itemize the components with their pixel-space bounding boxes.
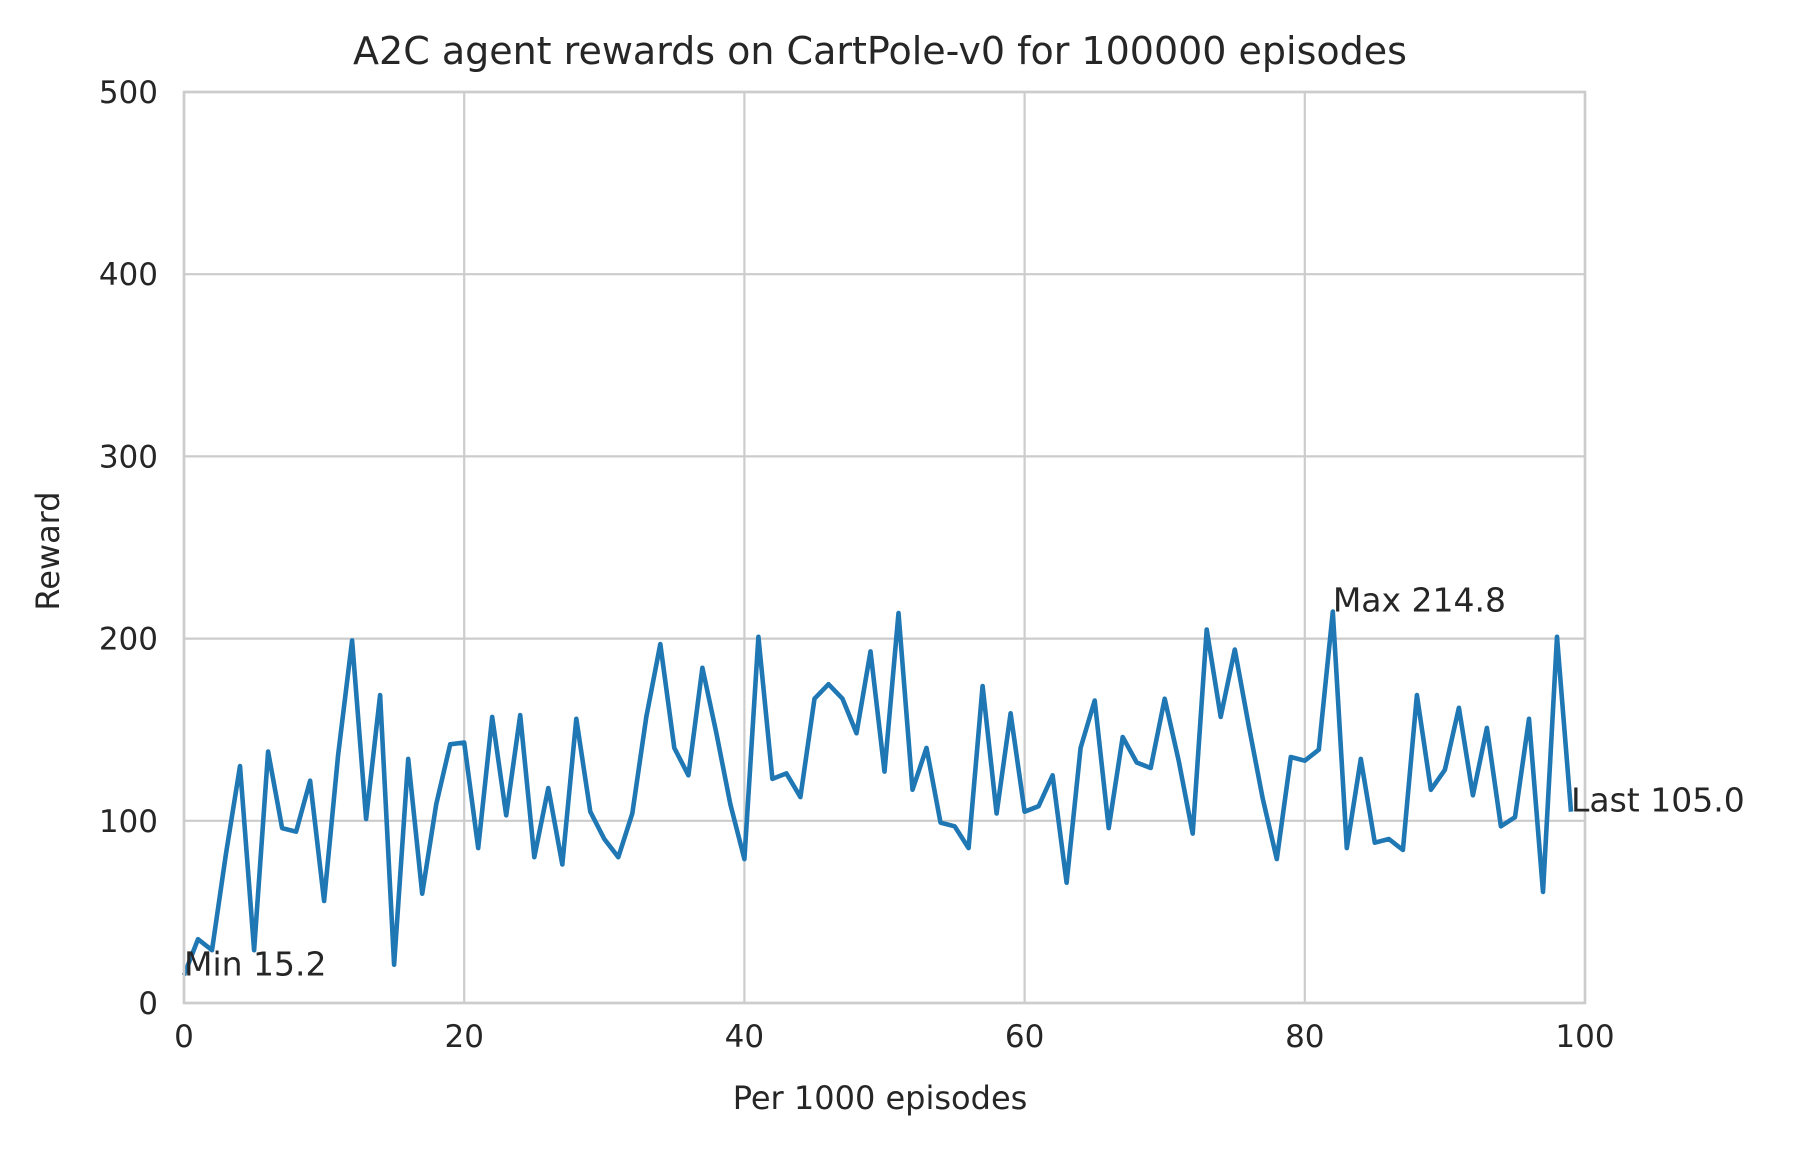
- y-axis-label: Reward: [29, 491, 67, 610]
- x-axis-label: Per 1000 episodes: [733, 1079, 1028, 1117]
- y-tick-label: 100: [99, 804, 158, 840]
- plot-frame: [182, 90, 1587, 1005]
- annotation-label: Min 15.2: [184, 944, 327, 983]
- x-tick-label: 40: [725, 1019, 764, 1055]
- annotation-label: Last 105.0: [1571, 781, 1745, 820]
- x-tick-label: 80: [1285, 1019, 1324, 1055]
- x-tick-label: 60: [1005, 1019, 1044, 1055]
- y-tick-label: 400: [99, 257, 158, 293]
- x-tick-label: 20: [444, 1019, 483, 1055]
- x-tick-label: 100: [1555, 1019, 1614, 1055]
- reward-series-line: [181, 609, 1574, 977]
- grid: [182, 90, 1587, 1005]
- y-tick-label: 200: [99, 622, 158, 658]
- y-tick-label: 300: [99, 439, 158, 475]
- annotation-label: Max 214.8: [1333, 581, 1506, 620]
- tick-labels: 0 20 40 60 80 100 0 100 200 300 400 500: [99, 75, 1615, 1055]
- x-tick-label: 0: [174, 1019, 194, 1055]
- y-tick-label: 0: [138, 986, 158, 1022]
- annotations: Min 15.2 Max 214.8 Last 105.0: [184, 581, 1745, 984]
- series-layer: [181, 609, 1574, 977]
- chart-title: A2C agent rewards on CartPole-v0 for 100…: [353, 29, 1407, 73]
- y-tick-label: 500: [99, 75, 158, 111]
